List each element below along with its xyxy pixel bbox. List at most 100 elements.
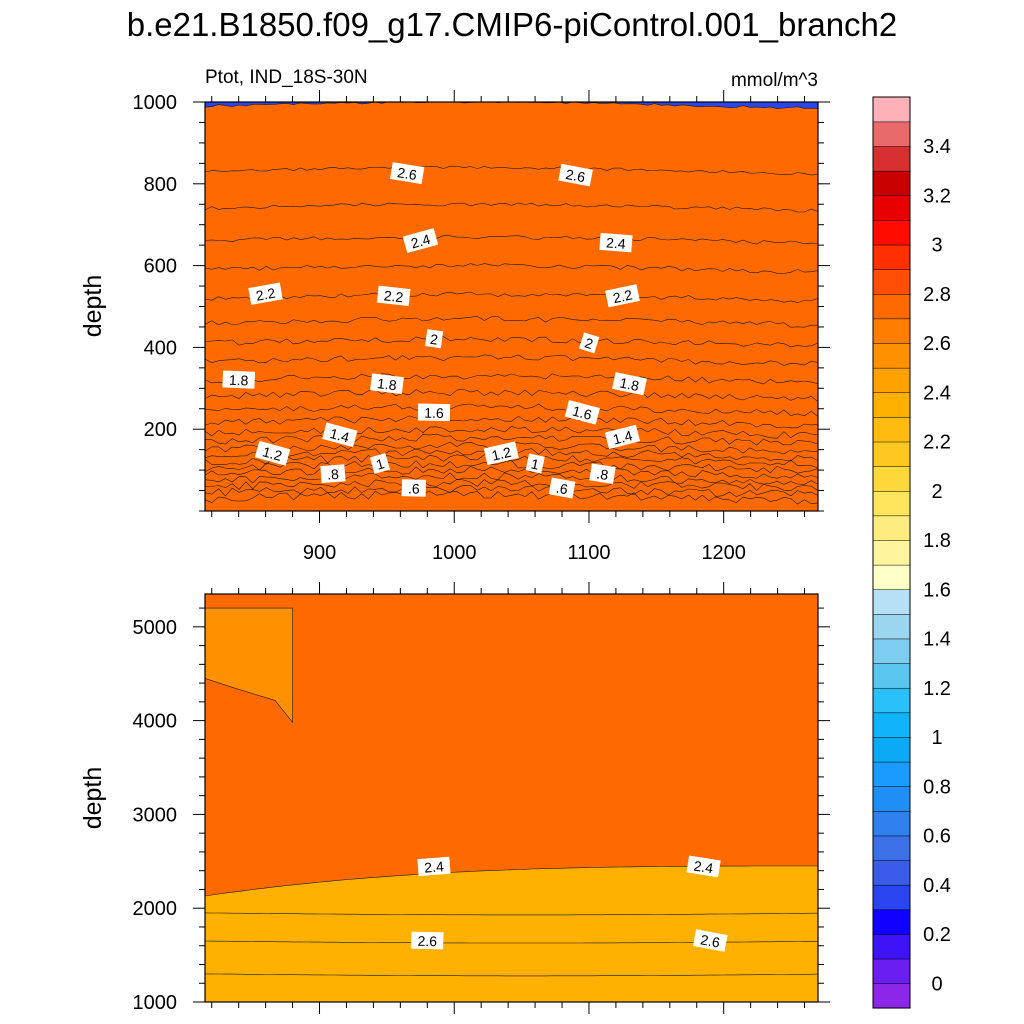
- colorbar-swatch: [872, 909, 911, 935]
- contour-line: [205, 460, 818, 474]
- contour-label: 1.2: [254, 440, 291, 466]
- contour-label: 1.4: [604, 424, 641, 450]
- colorbar-swatch: [872, 884, 911, 911]
- contour-label-box: [254, 440, 291, 466]
- contour-label: .6: [401, 479, 427, 497]
- contour-label-box: [424, 329, 444, 349]
- contour-label-text: 1.2: [490, 444, 513, 464]
- colorbar-label: 1.2: [923, 678, 951, 700]
- y-tick-label: 1000: [133, 92, 178, 114]
- colorbar-swatch: [872, 96, 911, 123]
- colorbar-label: 1.8: [923, 530, 951, 552]
- contour-line: [205, 973, 818, 977]
- colorbar-swatch: [872, 613, 911, 640]
- contour-line: [205, 454, 818, 469]
- contour-line: [205, 912, 818, 916]
- colorbar-label: 2: [931, 481, 942, 503]
- colorbar-swatch: [872, 342, 911, 369]
- contour-label-box: [686, 855, 721, 878]
- contour-label-box: [564, 400, 600, 425]
- contour-label-text: 2.4: [606, 234, 627, 251]
- contour-label: 1.8: [370, 373, 404, 395]
- contour-label: 2.6: [411, 931, 444, 950]
- colorbar-swatch: [872, 145, 911, 172]
- contour-label-box: [525, 453, 545, 474]
- colorbar-swatch: [872, 195, 911, 221]
- variable-region-label: Ptot, IND_18S-30N: [205, 67, 368, 88]
- colorbar-label: 0.6: [923, 826, 951, 848]
- colorbar-swatch: [872, 121, 911, 147]
- contour-line: [205, 291, 818, 303]
- contour-line: [205, 263, 818, 274]
- contour-label-text: 2.6: [396, 164, 418, 183]
- deep-patch-contour: [205, 607, 293, 724]
- contour-label-box: [558, 163, 593, 187]
- colorbar-label: 2.8: [923, 284, 951, 306]
- colorbar: 0 0.2 0.4 0.6 0.8 1 1.2 1.4 1.6 1.8 2 2.2 2.4 2.6 2.8 3…: [872, 96, 951, 1009]
- contour-label: .8: [320, 464, 346, 484]
- contour-label-box: [411, 931, 444, 950]
- contour-label-text: 1.8: [376, 375, 397, 393]
- contour-label-box: [322, 422, 358, 448]
- contour-label-text: 2.2: [255, 285, 277, 304]
- colorbar-swatch: [872, 392, 911, 418]
- contour-label: 1: [525, 453, 545, 474]
- colorbar-label: 1.6: [923, 579, 951, 601]
- contour-label-box: [604, 424, 641, 450]
- contour-label-text: .6: [555, 480, 570, 498]
- contour-label-box: [402, 228, 439, 254]
- contour-label: 1.6: [564, 400, 600, 425]
- upper-panel: .6 .6 .8 .8 1 1 1.2 1.2 1.4 1.4 1.6 1.6 1.8 1.8 1.8 2 2 2…: [79, 90, 830, 564]
- colorbar-frame: [872, 96, 911, 1009]
- contour-label-text: 2.6: [564, 166, 586, 185]
- colorbar-swatch: [872, 293, 911, 320]
- contour-label: 1.2: [483, 441, 519, 466]
- colorbar-swatch: [872, 539, 911, 566]
- contour-label-text: 2.4: [693, 857, 715, 876]
- contour-line: [205, 425, 818, 439]
- x-tick-label: 1100: [567, 542, 610, 564]
- contour-label-text: 2.6: [699, 931, 721, 950]
- contour-line: [205, 102, 818, 109]
- contour-label-text: 2: [429, 331, 439, 348]
- contour-line: [205, 234, 818, 245]
- contour-label-box: [390, 162, 425, 185]
- colorbar-label: 1: [931, 727, 942, 749]
- contour-label: 2.2: [605, 284, 640, 308]
- contour-label: 1.4: [322, 422, 358, 448]
- contour-line: [205, 165, 818, 176]
- x-tick-label: 1200: [701, 542, 746, 564]
- contour-label-box: [370, 373, 404, 395]
- contour-label-box: [578, 332, 600, 354]
- colorbar-label: 2.4: [923, 383, 951, 405]
- colorbar-swatch: [872, 736, 911, 763]
- contour-line: [205, 354, 818, 366]
- x-tick-label: 1000: [432, 542, 477, 564]
- colorbar-label: 0.2: [923, 924, 951, 946]
- contour-band: [205, 102, 818, 511]
- contour-label: 2.4: [686, 855, 721, 878]
- lower-panel: 2.6 2.6 2.4 2.4 1000 2000 3000 4000 5000 depth: [79, 582, 830, 1014]
- contour-label-text: 1.6: [571, 403, 594, 423]
- contour-label-box: [589, 463, 616, 484]
- contour-label: 1.8: [222, 370, 256, 389]
- contour-label-text: 1.4: [328, 425, 351, 446]
- contour-label-text: 2.4: [409, 231, 432, 252]
- contour-label-box: [548, 477, 576, 499]
- contour-label-box: [248, 282, 283, 305]
- contour-label-text: 2.6: [417, 933, 437, 950]
- colorbar-label: 0: [931, 973, 942, 995]
- contour-line: [205, 389, 818, 402]
- colorbar-swatch: [872, 318, 911, 344]
- contour-label: 2: [424, 329, 444, 349]
- contour-label-box: [693, 929, 728, 952]
- contour-label-box: [483, 441, 519, 466]
- contour-label-box: [417, 403, 451, 422]
- contour-label-text: .6: [408, 480, 420, 496]
- contour-line: [205, 465, 818, 479]
- contour-line: [205, 315, 818, 328]
- colorbar-swatch: [872, 860, 911, 886]
- y-tick-label: 2000: [133, 898, 178, 920]
- contour-line: [205, 373, 818, 385]
- colorbar-label: 3.4: [923, 136, 951, 158]
